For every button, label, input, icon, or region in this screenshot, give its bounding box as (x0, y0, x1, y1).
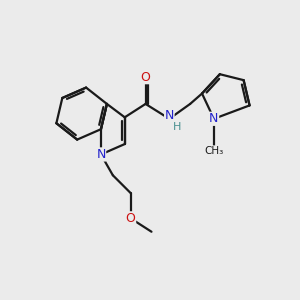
Text: N: N (96, 148, 106, 161)
Text: N: N (209, 112, 219, 125)
Text: O: O (141, 71, 151, 84)
Text: H: H (172, 122, 181, 132)
Text: N: N (165, 109, 174, 122)
Text: CH₃: CH₃ (204, 146, 224, 156)
Text: O: O (126, 212, 136, 225)
